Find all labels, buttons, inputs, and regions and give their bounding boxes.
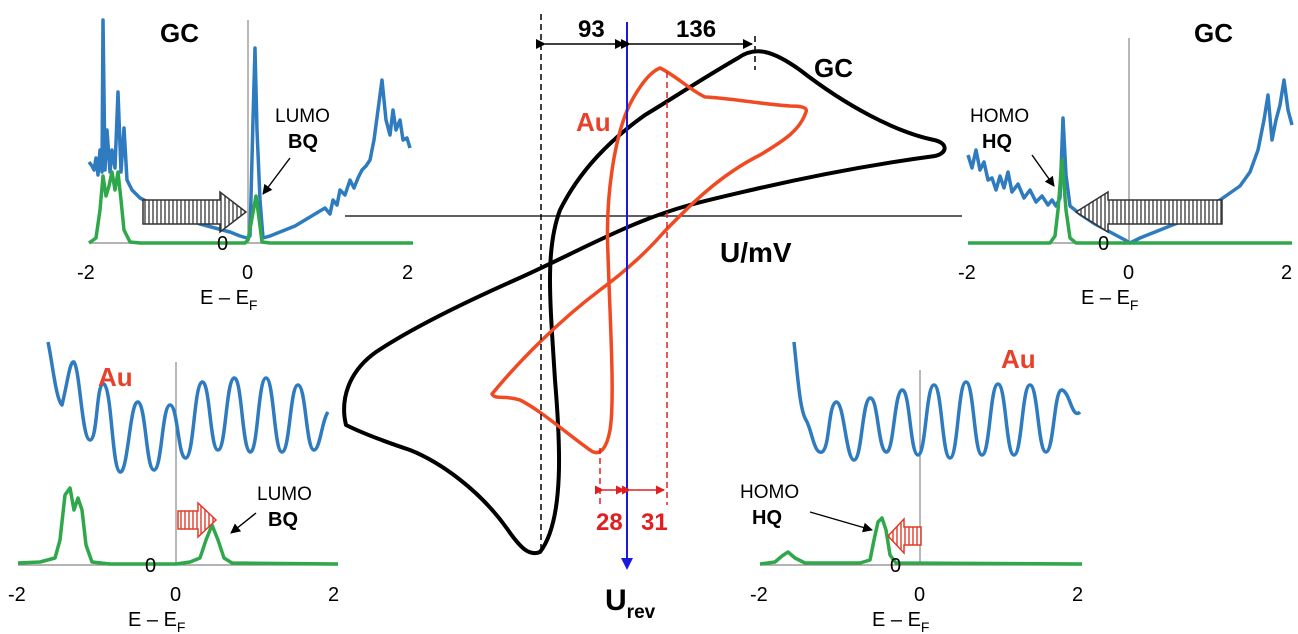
dos-panel-top-left: GC LUMO BQ 0 -2 0 2 E – EF (77, 18, 413, 313)
dos-panel-bottom-right: Au HOMO HQ 0 -2 0 2 E – EF (740, 341, 1083, 634)
orbital-label: HOMO (740, 482, 799, 503)
tick-2: 2 (1281, 262, 1292, 284)
shift-arrow (1074, 190, 1223, 234)
molecule-label: BQ (268, 509, 298, 531)
molecule-label: HQ (982, 131, 1012, 153)
substrate-dos-curve (792, 341, 1082, 462)
panel-title: Au (1001, 344, 1036, 374)
tick-neg2: -2 (750, 584, 768, 606)
panel-title: GC (1194, 18, 1233, 48)
au-left-gap-value: 28 (596, 509, 623, 536)
molecule-dos-curve (759, 516, 1083, 566)
shift-arrow (142, 190, 248, 234)
axis-zero-label: 0 (1098, 233, 1109, 255)
panel-title: GC (160, 18, 199, 48)
orbital-label: LUMO (275, 106, 330, 127)
tick-neg2: -2 (958, 262, 976, 284)
orbital-pointer-arrow (262, 157, 291, 195)
gc-left-gap-value: 93 (578, 16, 605, 43)
tick-2: 2 (328, 584, 339, 606)
orbital-label: LUMO (257, 484, 312, 505)
panel-x-axis-label: E – EF (128, 609, 185, 634)
tick-2: 2 (402, 262, 413, 284)
substrate-dos-curve (966, 78, 1294, 245)
molecule-dos-curve (968, 158, 1292, 245)
dos-panel-bottom-left: Au LUMO BQ 0 -2 0 2 E – EF (8, 341, 339, 634)
au-right-gap-value: 31 (641, 509, 668, 536)
shift-arrow (177, 501, 218, 539)
panel-x-axis-label: E – EF (872, 609, 929, 634)
panel-x-axis-label: E – EF (1081, 287, 1138, 313)
orbital-pointer-arrow (1031, 154, 1055, 187)
cyclic-voltammogram: 93 136 28 31 GC Au U/mV Urev (342, 14, 962, 623)
orbital-label: HOMO (970, 106, 1029, 127)
molecule-dos-curve (87, 170, 413, 245)
tick-0: 0 (170, 584, 181, 606)
orbital-pointer-arrow (809, 511, 873, 533)
substrate-dos-curve (87, 18, 412, 240)
urev-label: Urev (605, 584, 656, 623)
shift-arrow (886, 517, 922, 555)
molecule-label: HQ (752, 507, 782, 529)
molecule-label: BQ (288, 131, 318, 153)
tick-0: 0 (1123, 262, 1134, 284)
cv-curve-au (490, 66, 809, 455)
tick-2: 2 (1072, 584, 1083, 606)
cv-gc-label: GC (814, 53, 853, 83)
molecule-dos-curve (17, 486, 339, 566)
tick-neg2: -2 (77, 262, 95, 284)
dos-panel-top-right: GC HOMO HQ 0 -2 0 2 E – EF (958, 18, 1294, 313)
orbital-pointer-arrow (230, 512, 257, 534)
tick-neg2: -2 (8, 584, 26, 606)
axis-zero-label: 0 (890, 555, 901, 577)
cv-au-label: Au (576, 107, 611, 137)
substrate-dos-curve (46, 341, 330, 474)
tick-0: 0 (242, 262, 253, 284)
cv-x-axis-label: U/mV (720, 237, 792, 268)
panel-x-axis-label: E – EF (200, 287, 257, 313)
gc-right-gap-value: 136 (676, 16, 716, 43)
cv-curve-gc (342, 49, 947, 556)
axis-zero-label: 0 (217, 233, 228, 255)
panel-title: Au (98, 362, 133, 392)
axis-zero-label: 0 (145, 555, 156, 577)
tick-0: 0 (914, 584, 925, 606)
